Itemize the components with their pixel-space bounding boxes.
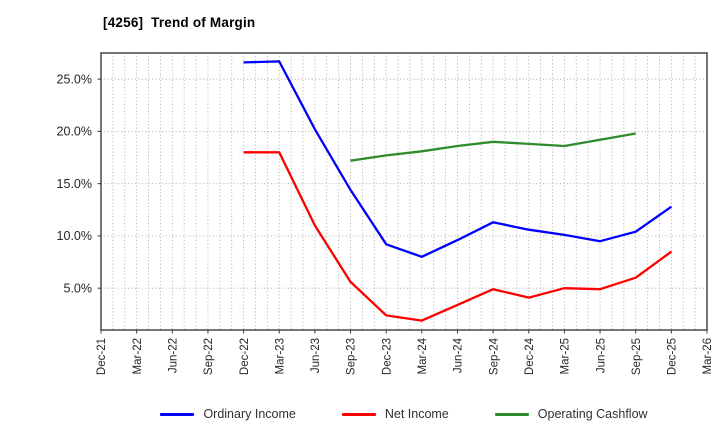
svg-text:10.0%: 10.0%: [57, 229, 92, 243]
svg-text:Dec-22: Dec-22: [239, 338, 251, 375]
svg-text:Mar-26: Mar-26: [702, 338, 714, 374]
svg-text:Dec-21: Dec-21: [96, 338, 108, 375]
svg-text:Sep-24: Sep-24: [488, 337, 500, 375]
svg-text:20.0%: 20.0%: [57, 125, 92, 139]
svg-text:Dec-25: Dec-25: [667, 338, 679, 375]
svg-text:Mar-25: Mar-25: [560, 338, 572, 374]
plot-border: [100, 52, 708, 331]
svg-text:15.0%: 15.0%: [57, 177, 92, 191]
svg-text:Jun-23: Jun-23: [310, 338, 322, 373]
svg-text:25.0%: 25.0%: [57, 72, 92, 86]
svg-text:Mar-23: Mar-23: [274, 338, 286, 374]
legend-item-ordinary-income: Ordinary Income: [160, 407, 296, 421]
legend-item-operating-cashflow: Operating Cashflow: [494, 407, 648, 421]
svg-text:Dec-23: Dec-23: [381, 338, 393, 375]
svg-text:Jun-25: Jun-25: [595, 338, 607, 373]
chart-title: [4256] Trend of Margin: [103, 15, 256, 30]
y-axis-tick-labels: 5.0% 10.0% 15.0% 20.0% 25.0%: [57, 72, 92, 295]
legend-label-ordinary-income: Ordinary Income: [203, 407, 296, 421]
ordinary-income-line-swatch-icon: [160, 412, 195, 416]
x-axis-tick-labels: Dec-21 Mar-22 Jun-22 Sep-22 Dec-22 Mar-23 Jun-…: [96, 337, 714, 375]
chart-legend: Ordinary Income Net Income Operating Cas…: [101, 407, 707, 421]
grid-lines: [101, 53, 707, 330]
series-line-ordinary-income: [243, 60, 673, 258]
axis-ticks: [97, 78, 708, 334]
series-line-net-income: [243, 151, 673, 322]
svg-text:Mar-24: Mar-24: [417, 337, 429, 374]
svg-text:Sep-23: Sep-23: [346, 338, 358, 375]
operating-cashflow-line-swatch-icon: [494, 412, 529, 416]
net-income-line-swatch-icon: [341, 412, 376, 416]
svg-text:Sep-22: Sep-22: [203, 338, 215, 375]
legend-item-net-income: Net Income: [341, 407, 449, 421]
svg-text:5.0%: 5.0%: [64, 281, 93, 295]
svg-text:Mar-22: Mar-22: [132, 338, 144, 374]
legend-label-net-income: Net Income: [384, 407, 449, 421]
svg-text:Sep-25: Sep-25: [631, 338, 643, 375]
svg-text:Jun-24: Jun-24: [453, 337, 465, 373]
legend-label-operating-cashflow: Operating Cashflow: [537, 407, 648, 421]
svg-text:Dec-24: Dec-24: [524, 337, 536, 375]
svg-text:Jun-22: Jun-22: [167, 338, 179, 373]
series-line-operating-cashflow: [350, 132, 636, 162]
